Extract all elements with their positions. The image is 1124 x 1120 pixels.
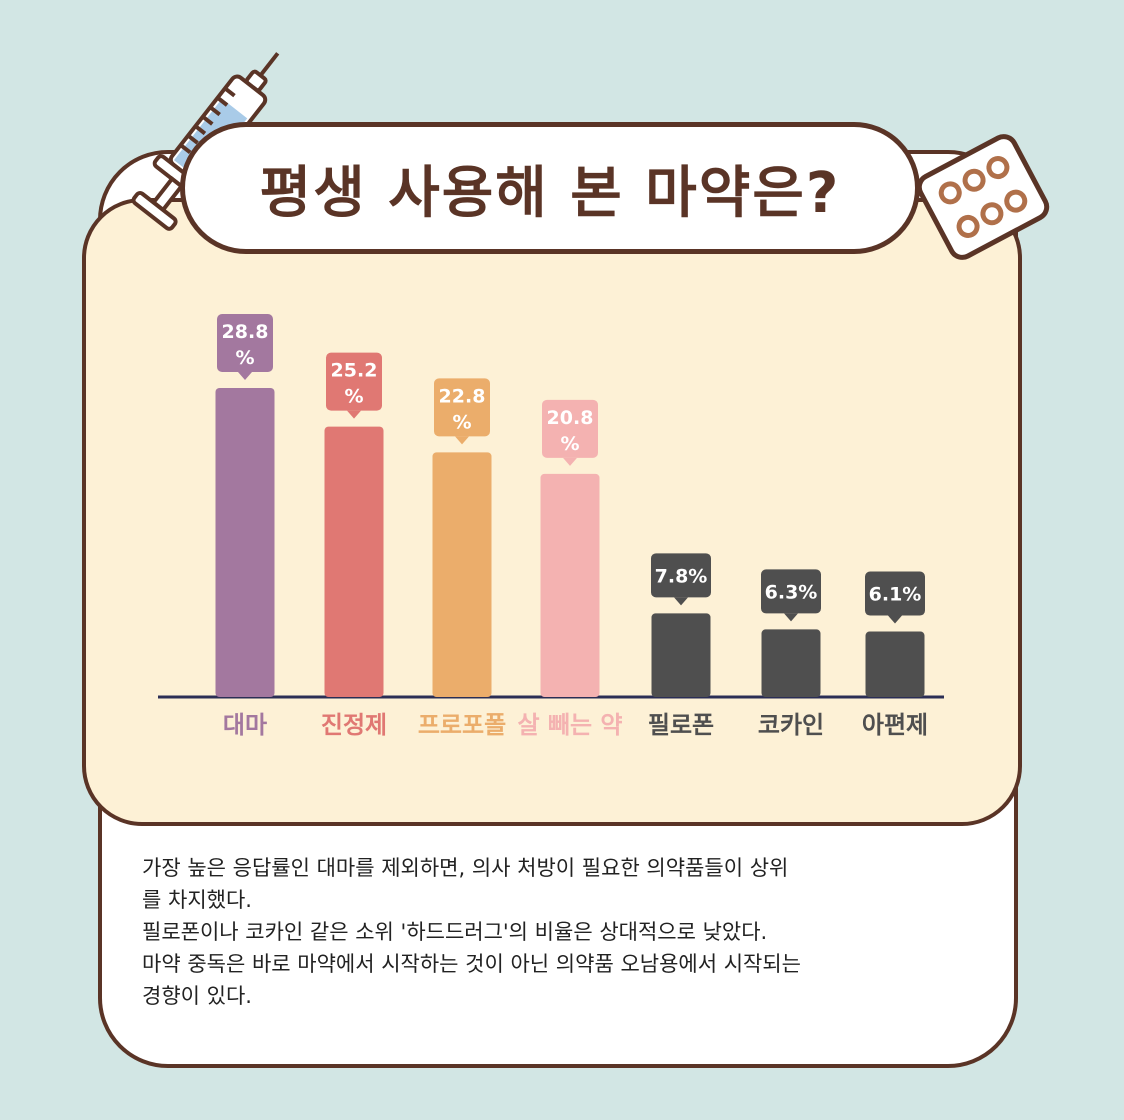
value-label-pointer: [674, 597, 688, 606]
bar: [432, 452, 492, 697]
bar: [761, 629, 821, 697]
value-label-box: [217, 314, 273, 372]
value-label: 20.8: [547, 407, 594, 429]
value-label: 6.3%: [765, 581, 818, 603]
description: 가장 높은 응답률인 대마를 제외하면, 의사 처방이 필요한 의약품들이 상위…: [142, 852, 1002, 1012]
value-label-box: [651, 553, 711, 598]
value-label-pointer: [455, 436, 469, 445]
description-line: 마약 중독은 바로 마약에서 시작하는 것이 아닌 의약품 오남용에서 시작되는: [142, 952, 801, 976]
bar: [651, 613, 711, 697]
value-label-box: [434, 378, 490, 437]
chart-title: 평생 사용해 본 마약은?: [259, 160, 841, 226]
value-label-unit: %: [560, 433, 579, 455]
category-label: 진정제: [321, 711, 387, 739]
value-label-pointer: [238, 372, 252, 380]
bar: [215, 388, 275, 697]
value-label-box: [326, 352, 382, 411]
value-label: 28.8: [222, 321, 269, 343]
value-label: 22.8: [439, 385, 486, 407]
value-label: 25.2: [331, 360, 378, 382]
category-label: 프로포폴: [418, 711, 506, 739]
value-label: 6.1%: [869, 584, 922, 606]
value-label-pointer: [563, 457, 577, 466]
value-label-pointer: [888, 615, 902, 624]
description-line: 를 차지했다.: [142, 888, 252, 912]
value-label-box: [865, 571, 925, 616]
bar: [540, 473, 600, 697]
category-label: 대마: [223, 711, 267, 739]
description-line: 가장 높은 응답률인 대마를 제외하면, 의사 처방이 필요한 의약품들이 상위: [142, 856, 789, 880]
value-label-pointer: [784, 613, 798, 622]
value-label-box: [542, 399, 598, 458]
value-label-unit: %: [344, 386, 363, 408]
bar: [324, 426, 384, 697]
value-label-pointer: [347, 410, 361, 419]
value-label: 7.8%: [655, 565, 708, 587]
category-label: 아편제: [862, 711, 928, 739]
pill-pack-icon: [916, 134, 1050, 260]
category-label: 살 빼는 약: [517, 711, 622, 739]
category-label: 필로폰: [648, 711, 714, 739]
bar: [865, 631, 925, 697]
value-label-box: [761, 569, 821, 614]
value-label-unit: %: [235, 347, 254, 369]
title-banner: 평생 사용해 본 마약은?: [180, 122, 920, 254]
category-label: 코카인: [758, 711, 824, 739]
description-line: 필로폰이나 코카인 같은 소위 '하드드러그'의 비율은 상대적으로 낮았다.: [142, 920, 768, 944]
description-line: 경향이 있다.: [142, 984, 252, 1008]
value-label-unit: %: [452, 411, 471, 433]
